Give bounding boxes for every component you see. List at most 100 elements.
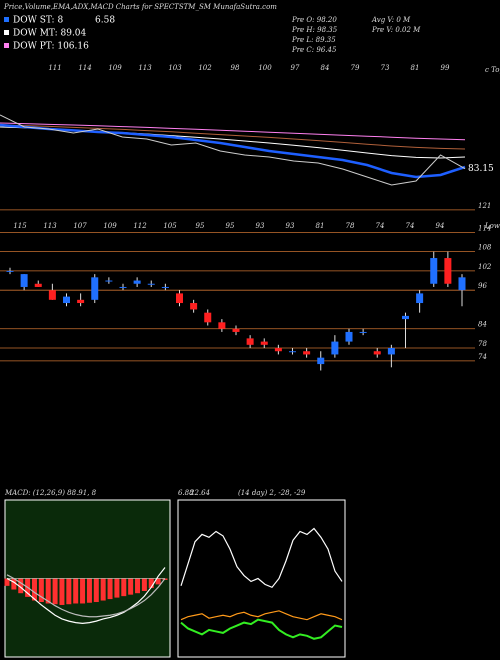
candle-body xyxy=(34,283,42,287)
top-label: 98 xyxy=(231,64,240,72)
legend-extra: 6.58 xyxy=(95,16,115,26)
candle-body xyxy=(77,299,85,304)
top-label: 113 xyxy=(138,64,152,72)
candle-body xyxy=(176,293,183,304)
histogram-bar xyxy=(107,578,113,600)
candle-body xyxy=(317,357,325,365)
histogram-bar xyxy=(155,578,161,585)
stat: Pre L: 89.35 xyxy=(291,36,336,44)
top-label: 109 xyxy=(108,64,122,72)
line-series xyxy=(0,114,466,186)
line-series xyxy=(180,527,343,589)
top-label: 95 xyxy=(226,222,235,230)
top-label: 81 xyxy=(316,222,325,230)
candle-body xyxy=(260,341,268,345)
y-tick-label: 114 xyxy=(478,224,491,232)
top-label: 112 xyxy=(133,222,147,230)
histogram-bar xyxy=(45,578,51,604)
candle-body xyxy=(373,351,381,355)
candle-body xyxy=(232,328,240,332)
top-label: 74 xyxy=(406,222,415,230)
rsi-label: 22.64 xyxy=(189,489,210,497)
candle-body xyxy=(303,351,311,355)
line-series xyxy=(6,574,166,618)
top-label: 115 xyxy=(13,222,27,230)
line-series xyxy=(180,610,343,621)
top-label: 113 xyxy=(43,222,57,230)
candle-body xyxy=(91,277,99,300)
histogram-bar xyxy=(148,578,154,589)
top-label: 94 xyxy=(436,222,445,230)
histogram-bar xyxy=(100,578,106,601)
histogram-bar xyxy=(135,578,141,594)
y-tick-label: 96 xyxy=(478,282,487,290)
histogram-bar xyxy=(93,578,99,603)
legend-label: DOW PT: 106.16 xyxy=(13,42,89,52)
histogram-bar xyxy=(31,578,37,601)
histogram-bar xyxy=(66,578,72,605)
legend-swatch xyxy=(4,43,9,48)
candle-body xyxy=(345,331,353,342)
rsi-title: (14 day) 2, -28, -29 xyxy=(238,489,306,497)
candle-body xyxy=(20,274,28,287)
top-label: 79 xyxy=(351,64,360,72)
legend-label: DOW MT: 89.04 xyxy=(13,29,87,39)
histogram-bar xyxy=(121,578,127,597)
top-label: 93 xyxy=(286,222,295,230)
candle-body xyxy=(359,331,367,333)
candle-body xyxy=(458,277,466,291)
histogram-bar xyxy=(80,578,86,604)
corner-label: Lows xyxy=(484,222,500,230)
candle-body xyxy=(274,348,282,352)
y-tick-label: 102 xyxy=(478,263,492,271)
stat: Pre O: 98.20 xyxy=(291,16,337,24)
corner-label: c Tops xyxy=(485,66,500,74)
histogram-bar xyxy=(59,578,65,605)
top-label: 84 xyxy=(321,64,330,72)
histogram-bar xyxy=(128,578,134,595)
histogram-bar xyxy=(4,578,10,586)
top-label: 99 xyxy=(441,64,450,72)
histogram-bar xyxy=(86,578,92,603)
legend-label: DOW ST: 8 xyxy=(13,16,63,26)
candle-body xyxy=(444,258,452,284)
histogram-bar xyxy=(114,578,120,598)
page-title: Price,Volume,EMA,ADX,MACD Charts for SPE… xyxy=(3,3,277,11)
line-series xyxy=(0,122,466,141)
candle-body xyxy=(289,351,296,353)
stat: Pre V: 0.02 M xyxy=(371,26,421,34)
top-label: 81 xyxy=(411,64,420,72)
macd-title: MACD: (12,26,9) 88.91, 8 xyxy=(4,489,97,497)
candle-body xyxy=(147,283,155,285)
y-tick-label: 74 xyxy=(478,353,487,361)
top-label: 74 xyxy=(376,222,385,230)
candle-body xyxy=(331,341,339,355)
histogram-bar xyxy=(11,578,17,590)
histogram-bar xyxy=(18,578,24,594)
top-label: 111 xyxy=(48,64,61,72)
candle-body xyxy=(416,293,424,304)
candle-body xyxy=(387,348,395,355)
y-tick-label: 108 xyxy=(478,244,492,252)
histogram-bar xyxy=(38,578,44,603)
candle-body xyxy=(6,270,14,272)
top-label: 114 xyxy=(78,64,91,72)
line-series xyxy=(0,124,466,150)
top-label: 109 xyxy=(103,222,117,230)
top-label: 105 xyxy=(163,222,177,230)
rsi-label: 6.88 xyxy=(178,489,194,497)
top-label: 102 xyxy=(198,64,212,72)
candle-body xyxy=(63,296,70,304)
histogram-bar xyxy=(52,578,58,605)
stat: Pre H: 98.35 xyxy=(291,26,338,34)
legend-swatch xyxy=(4,17,9,22)
y-tick-label: 121 xyxy=(478,202,491,210)
top-label: 95 xyxy=(196,222,205,230)
line-series xyxy=(0,123,466,179)
line-series xyxy=(6,567,166,624)
candle-body xyxy=(430,258,438,284)
top-label: 78 xyxy=(346,222,355,230)
stat: Avg V: 0 M xyxy=(371,16,411,24)
top-label: 93 xyxy=(256,222,265,230)
candle-body xyxy=(161,286,169,288)
